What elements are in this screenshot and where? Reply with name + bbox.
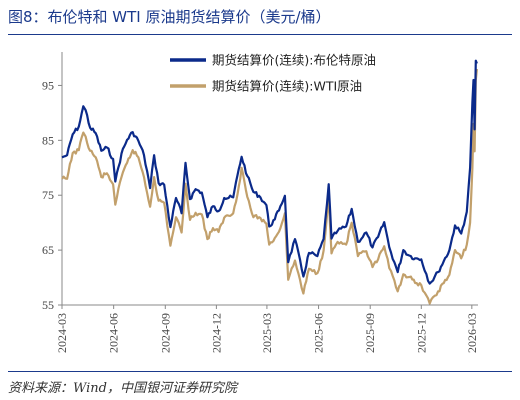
x-tick-label: 2025-03 [260, 313, 274, 353]
y-tick-label: 95 [42, 78, 54, 92]
series-lines [61, 59, 478, 305]
legend-label-1: 期货结算价(连续):WTI原油 [212, 79, 362, 94]
x-tick-label: 2024-12 [209, 313, 223, 353]
x-tick-label: 2025-12 [414, 313, 428, 353]
x-tick-label: 2024-03 [55, 313, 69, 353]
series-line-1 [61, 68, 478, 305]
footer-divider [8, 371, 512, 372]
series-line-0 [61, 59, 478, 285]
y-tick-label: 75 [42, 188, 54, 202]
y-tick-label: 85 [42, 133, 54, 147]
x-tick-label: 2025-09 [363, 313, 377, 353]
source-note: 资料来源：Wind，中国银河证券研究院 [8, 381, 237, 396]
axes: 55 65 75 85 95 2024-03 2024-06 2024-09 2024-12 20… [42, 52, 479, 353]
chart-title: 图8：布伦特和 WTI 原油期货结算价（美元/桶） [8, 8, 331, 26]
y-tick-label: 55 [42, 298, 54, 312]
legend-label-0: 期货结算价(连续):布伦特原油 [212, 53, 376, 68]
x-tick-label: 2025-06 [312, 313, 326, 353]
x-tick-label: 2026-03 [465, 313, 479, 353]
x-tick-label: 2024-09 [158, 313, 172, 353]
y-tick-label: 65 [42, 243, 54, 257]
x-tick-label: 2024-06 [107, 313, 121, 353]
title-divider [8, 34, 512, 35]
